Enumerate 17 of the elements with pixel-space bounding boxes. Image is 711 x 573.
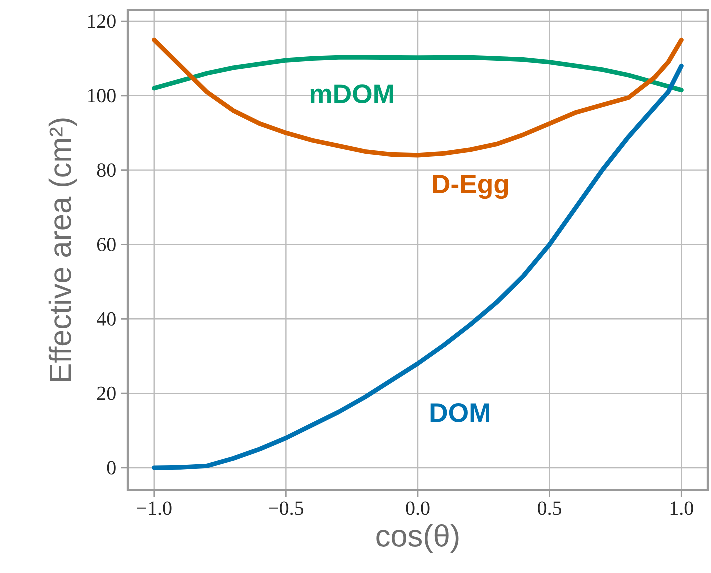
series-label: mDOM <box>310 84 394 104</box>
y-tick-label: 0 <box>107 461 116 475</box>
y-axis-title: Effective area (cm²) <box>48 118 78 382</box>
x-tick-label: −1.0 <box>137 502 172 516</box>
series-label: DOM <box>430 403 490 422</box>
y-tick-label: 60 <box>97 238 116 252</box>
y-tick-label: 20 <box>98 386 116 400</box>
y-tick-label: 40 <box>97 312 116 326</box>
x-tick-label: 1.0 <box>670 502 694 516</box>
x-axis-title: cos(θ) <box>376 524 459 554</box>
y-tick-label: 100 <box>88 89 116 103</box>
y-tick-label: 120 <box>88 14 116 28</box>
x-tick-label: 0.0 <box>406 502 430 516</box>
x-tick-label: −0.5 <box>269 502 304 516</box>
series-label: D-Egg <box>433 175 508 200</box>
y-tick-label: 80 <box>97 164 116 178</box>
x-tick-label: 0.5 <box>538 502 562 516</box>
